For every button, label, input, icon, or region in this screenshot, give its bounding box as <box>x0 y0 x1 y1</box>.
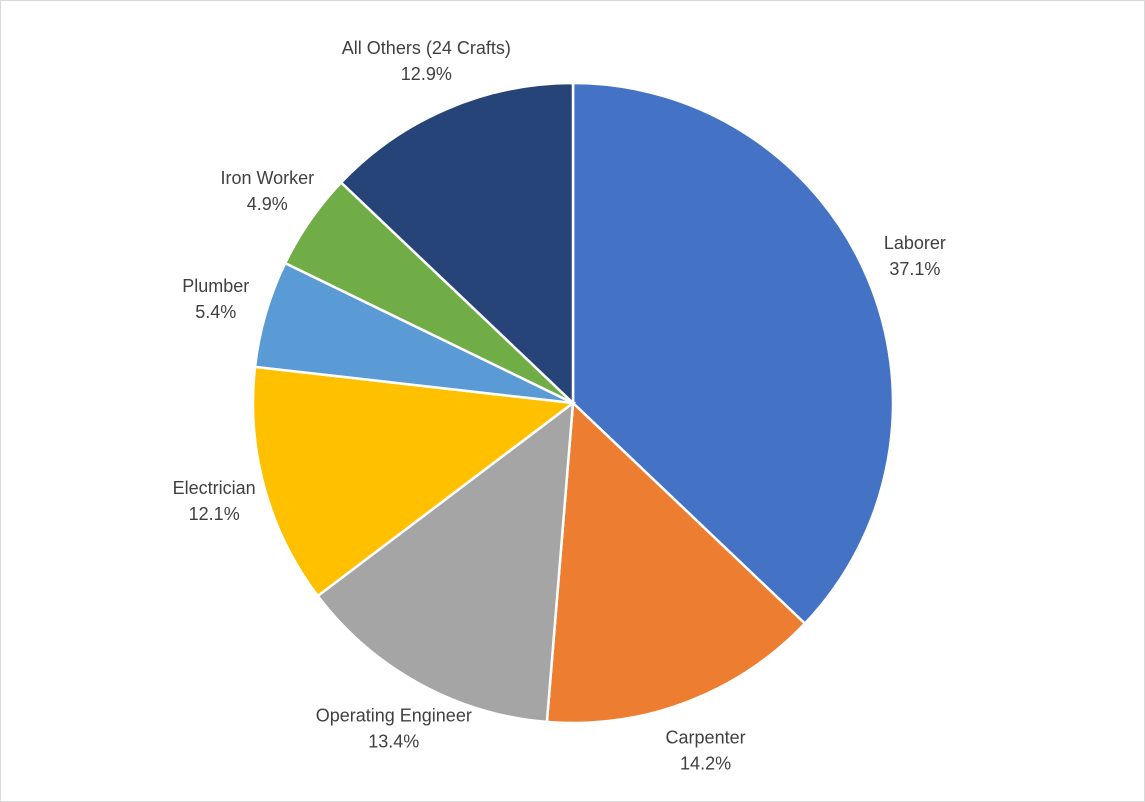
slice-value-label: 12.9% <box>401 64 452 84</box>
slice-label: Carpenter <box>666 727 746 747</box>
pie-slice <box>571 81 895 626</box>
slice-value-label: 12.1% <box>189 504 240 524</box>
slice-label: Plumber <box>182 276 249 296</box>
slice-label: Operating Engineer <box>316 706 472 726</box>
slice-value-label: 14.2% <box>680 753 731 773</box>
pie-slice <box>339 81 575 406</box>
pie <box>251 81 895 725</box>
slice-label: Laborer <box>884 233 946 253</box>
labels: Laborer 37.1% Carpenter 14.2% Operating Engi… <box>173 38 946 773</box>
pie-slice <box>251 365 577 598</box>
slice-value-label: 13.4% <box>368 732 419 752</box>
slice-value-label: 37.1% <box>889 259 940 279</box>
slice-label: All Others (24 Crafts) <box>342 38 511 58</box>
slice-value-label: 4.9% <box>247 194 288 214</box>
slice-label: Electrician <box>173 478 256 498</box>
pie-slice <box>315 400 575 724</box>
pie-slice <box>545 400 807 725</box>
slice-label: Iron Worker <box>220 168 314 188</box>
slice-value-label: 5.4% <box>195 302 236 322</box>
